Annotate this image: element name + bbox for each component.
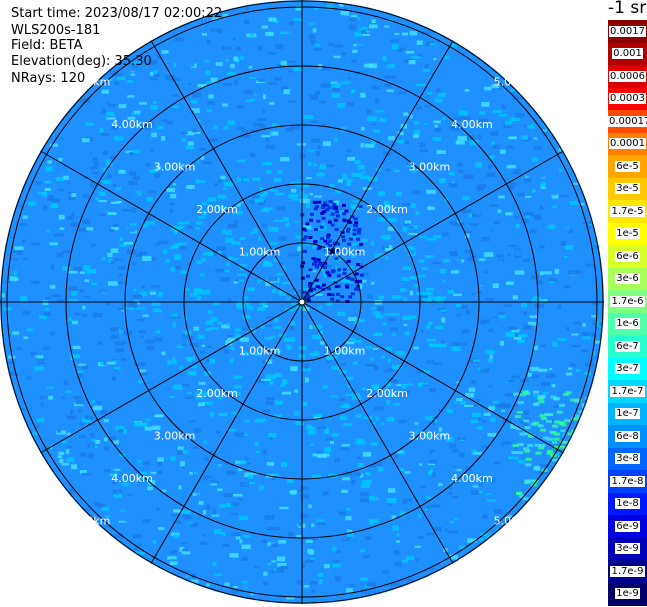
colorbar-tick-label: 0.0001 bbox=[609, 138, 646, 150]
colorbar-tick-label: 3e-6 bbox=[615, 273, 640, 285]
colorbar-title: -1 sr bbox=[608, 0, 647, 18]
range-ring-label: 3.00km bbox=[154, 161, 196, 174]
colorbar-tick-label: 0.0006 bbox=[609, 70, 646, 82]
nrays-text: NRays: 120 bbox=[11, 71, 86, 86]
colorbar-tick-label: 1e-6 bbox=[615, 318, 640, 330]
colorbar-tick-label: 3e-9 bbox=[615, 543, 640, 555]
colorbar-tick-label: 1.7e-9 bbox=[610, 565, 645, 577]
colorbar-tick-label: 6e-9 bbox=[615, 520, 640, 532]
elevation-text: Elevation(deg): 35.30 bbox=[11, 54, 152, 69]
range-ring-label: 3.00km bbox=[409, 429, 451, 442]
colorbar-tick-label: 0.0003 bbox=[609, 93, 646, 105]
colorbar-tick-label: 1e-5 bbox=[615, 228, 640, 240]
range-ring-label: 2.00km bbox=[196, 203, 238, 216]
colorbar-tick-label: 1.7e-8 bbox=[610, 475, 645, 487]
colorbar: 0.0017 0.001 0.0006 0.0003 0.00017 0.0001 6e-5… bbox=[607, 0, 647, 607]
range-ring-label: 4.00km bbox=[111, 118, 153, 131]
instrument-text: WLS200s-181 bbox=[11, 23, 101, 38]
radar-center-marker bbox=[298, 298, 306, 306]
colorbar-tick-label: 3e-5 bbox=[615, 183, 640, 195]
colorbar-tick-label: 0.001 bbox=[612, 48, 643, 60]
range-ring-label: 1.00km bbox=[324, 345, 366, 358]
colorbar-tick-label: 1e-9 bbox=[615, 588, 640, 600]
colorbar-tick-label: 0.00017 bbox=[608, 115, 647, 128]
colorbar-tick-label: 6e-5 bbox=[615, 160, 640, 172]
colorbar-tick-label: 3e-7 bbox=[615, 363, 640, 375]
colorbar-tick-label: 1e-8 bbox=[615, 498, 640, 510]
colorbar-tick-label: 1e-7 bbox=[615, 408, 640, 420]
start-time-text: Start time: 2023/08/17 02:00:22 bbox=[11, 6, 223, 21]
range-ring-label: 1.00km bbox=[239, 246, 281, 259]
colorbar-tick-label: 1.7e-6 bbox=[610, 295, 645, 307]
lidar-ppi-plot: 1.00km 1.00km 1.00km 1.00km 2.00km 2.00km 2.00… bbox=[0, 0, 604, 604]
range-ring-label: 1.00km bbox=[239, 345, 281, 358]
range-ring-label: 4.00km bbox=[111, 472, 153, 485]
colorbar-tick-label: 6e-8 bbox=[615, 430, 640, 442]
range-ring-label: 5.00km bbox=[69, 514, 111, 527]
colorbar-tick-label: 1.7e-5 bbox=[610, 205, 645, 217]
range-ring-label: 5.00km bbox=[69, 76, 111, 89]
range-ring-label: 2.00km bbox=[366, 387, 408, 400]
range-ring-label: 2.00km bbox=[196, 387, 238, 400]
colorbar-tick-label: 0.0017 bbox=[609, 25, 646, 37]
range-ring-label: 5.00km bbox=[494, 514, 536, 527]
range-ring-label: 3.00km bbox=[409, 161, 451, 174]
colorbar-tick-label: 3e-8 bbox=[615, 453, 640, 465]
colorbar-tick-label: 6e-7 bbox=[615, 340, 640, 352]
range-ring-label: 4.00km bbox=[451, 472, 493, 485]
range-ring-labels: 1.00km 1.00km 1.00km 1.00km 2.00km 2.00km 2.00… bbox=[69, 76, 535, 528]
range-ring-label: 2.00km bbox=[366, 203, 408, 216]
range-ring-label: 1.00km bbox=[324, 246, 366, 259]
range-ring-label: 3.00km bbox=[154, 429, 196, 442]
colorbar-tick-label: 6e-6 bbox=[615, 250, 640, 262]
range-ring-label: 5.00km bbox=[494, 76, 536, 89]
range-ring-label: 4.00km bbox=[451, 118, 493, 131]
field-text: Field: BETA bbox=[11, 38, 83, 53]
colorbar-tick-label: 1.7e-7 bbox=[610, 385, 645, 397]
